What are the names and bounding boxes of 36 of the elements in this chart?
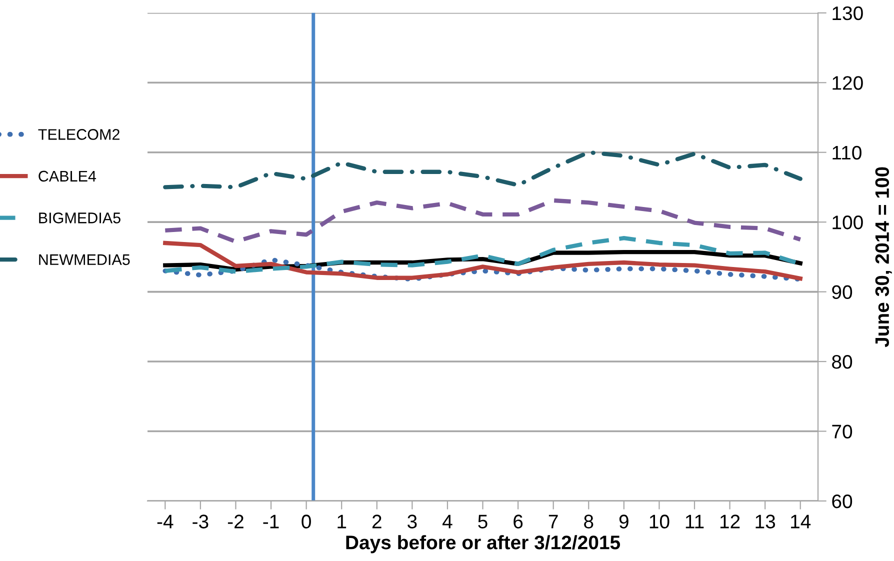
y-tick-label: 80 — [832, 354, 852, 369]
line-series — [163, 198, 802, 244]
x-tick-label: 1 — [338, 514, 346, 528]
x-tick-label: -2 — [228, 514, 244, 528]
x-tick-label: 13 — [756, 514, 776, 528]
x-tick-label: 6 — [514, 514, 523, 528]
y-tick-label: 90 — [832, 285, 852, 300]
x-tick-label: 4 — [442, 514, 452, 528]
x-tick-label: 8 — [584, 514, 594, 528]
y-tick-label: 100 — [832, 216, 863, 230]
x-tick-label: -1 — [263, 514, 279, 528]
legend-label: CABLE4 — [38, 170, 96, 182]
y-axis-title: June 30, 2014 = 100 — [875, 167, 892, 348]
x-axis-title: Days before or after 3/12/2015 — [346, 535, 620, 554]
y-tick-label: 60 — [832, 494, 852, 508]
x-tick-label: 10 — [650, 514, 670, 528]
x-tick-label: 12 — [720, 514, 740, 528]
y-tick-label: 110 — [832, 146, 862, 160]
line-series — [163, 240, 802, 281]
x-tick-label: -4 — [157, 514, 174, 528]
x-tick-label: 7 — [548, 514, 558, 528]
line-series — [163, 150, 802, 190]
x-tick-label: 14 — [791, 514, 811, 528]
x-tick-label: 11 — [686, 514, 704, 528]
y-tick-label: 70 — [832, 424, 852, 438]
x-tick-label: 0 — [302, 514, 311, 528]
x-tick-label: 3 — [408, 514, 417, 528]
x-tick-label: 9 — [619, 514, 628, 528]
legend-label: NEWMEDIA5 — [39, 254, 130, 266]
legend-label: TELECOM2 — [38, 129, 120, 140]
x-tick-label: 2 — [372, 514, 382, 528]
y-tick-label: 130 — [832, 6, 863, 20]
x-tick-label: -3 — [192, 514, 208, 528]
y-tick-label: 120 — [832, 76, 863, 90]
legend-label: BIGMEDIA5 — [39, 212, 120, 224]
x-tick-label: 5 — [478, 514, 488, 528]
